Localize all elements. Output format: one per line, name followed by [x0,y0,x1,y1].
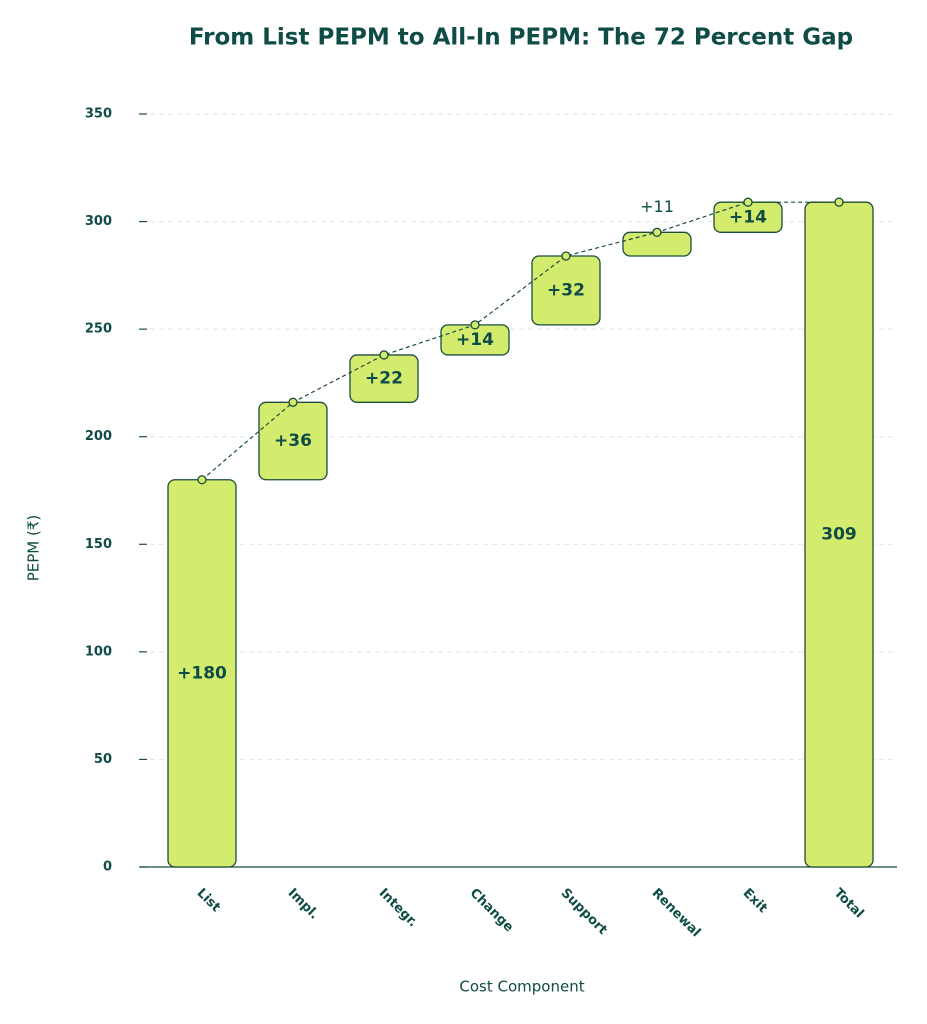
value-label: +11 [640,197,674,216]
x-tick-label: Change [467,886,517,936]
connector-dot [834,197,844,207]
value-label: +32 [547,280,585,300]
connector-dot [561,251,571,261]
value-label: +36 [274,431,312,451]
connector-dot [470,320,480,330]
y-tick-label: 350 [85,107,112,122]
y-tick-label: 50 [94,752,112,767]
x-tick-label: Impl. [285,886,322,923]
x-tick-label: Integr. [376,886,421,931]
connector-dot [197,475,207,485]
connector [201,201,839,481]
value-label: +22 [365,369,403,389]
connector-dot [379,350,389,360]
x-axis-label: Cost Component [459,978,584,996]
y-tick-label: 250 [85,322,112,337]
y-tick-label: 150 [85,537,112,552]
x-tick-label: Support [558,886,610,938]
y-tick-label: 300 [85,214,112,229]
chart-title: From List PEPM to All-In PEPM: The 72 Pe… [189,25,853,51]
value-label: +14 [729,207,767,227]
value-label: 309 [821,525,857,545]
x-tick-label: Renewal [649,886,704,941]
y-axis-label: PEPM (₹) [25,515,43,582]
y-tick-label: 200 [85,429,112,444]
connector-dot [743,197,753,207]
x-tick-label: List [194,886,223,915]
y-tick-label: 0 [103,860,112,875]
connector-dot [288,397,298,407]
x-tick-label: Exit [740,886,770,916]
value-label: +180 [177,663,227,683]
x-tick-label: Total [831,886,867,922]
value-label: +14 [456,330,494,350]
y-tick-label: 100 [85,644,112,659]
connector-dot [652,227,662,237]
